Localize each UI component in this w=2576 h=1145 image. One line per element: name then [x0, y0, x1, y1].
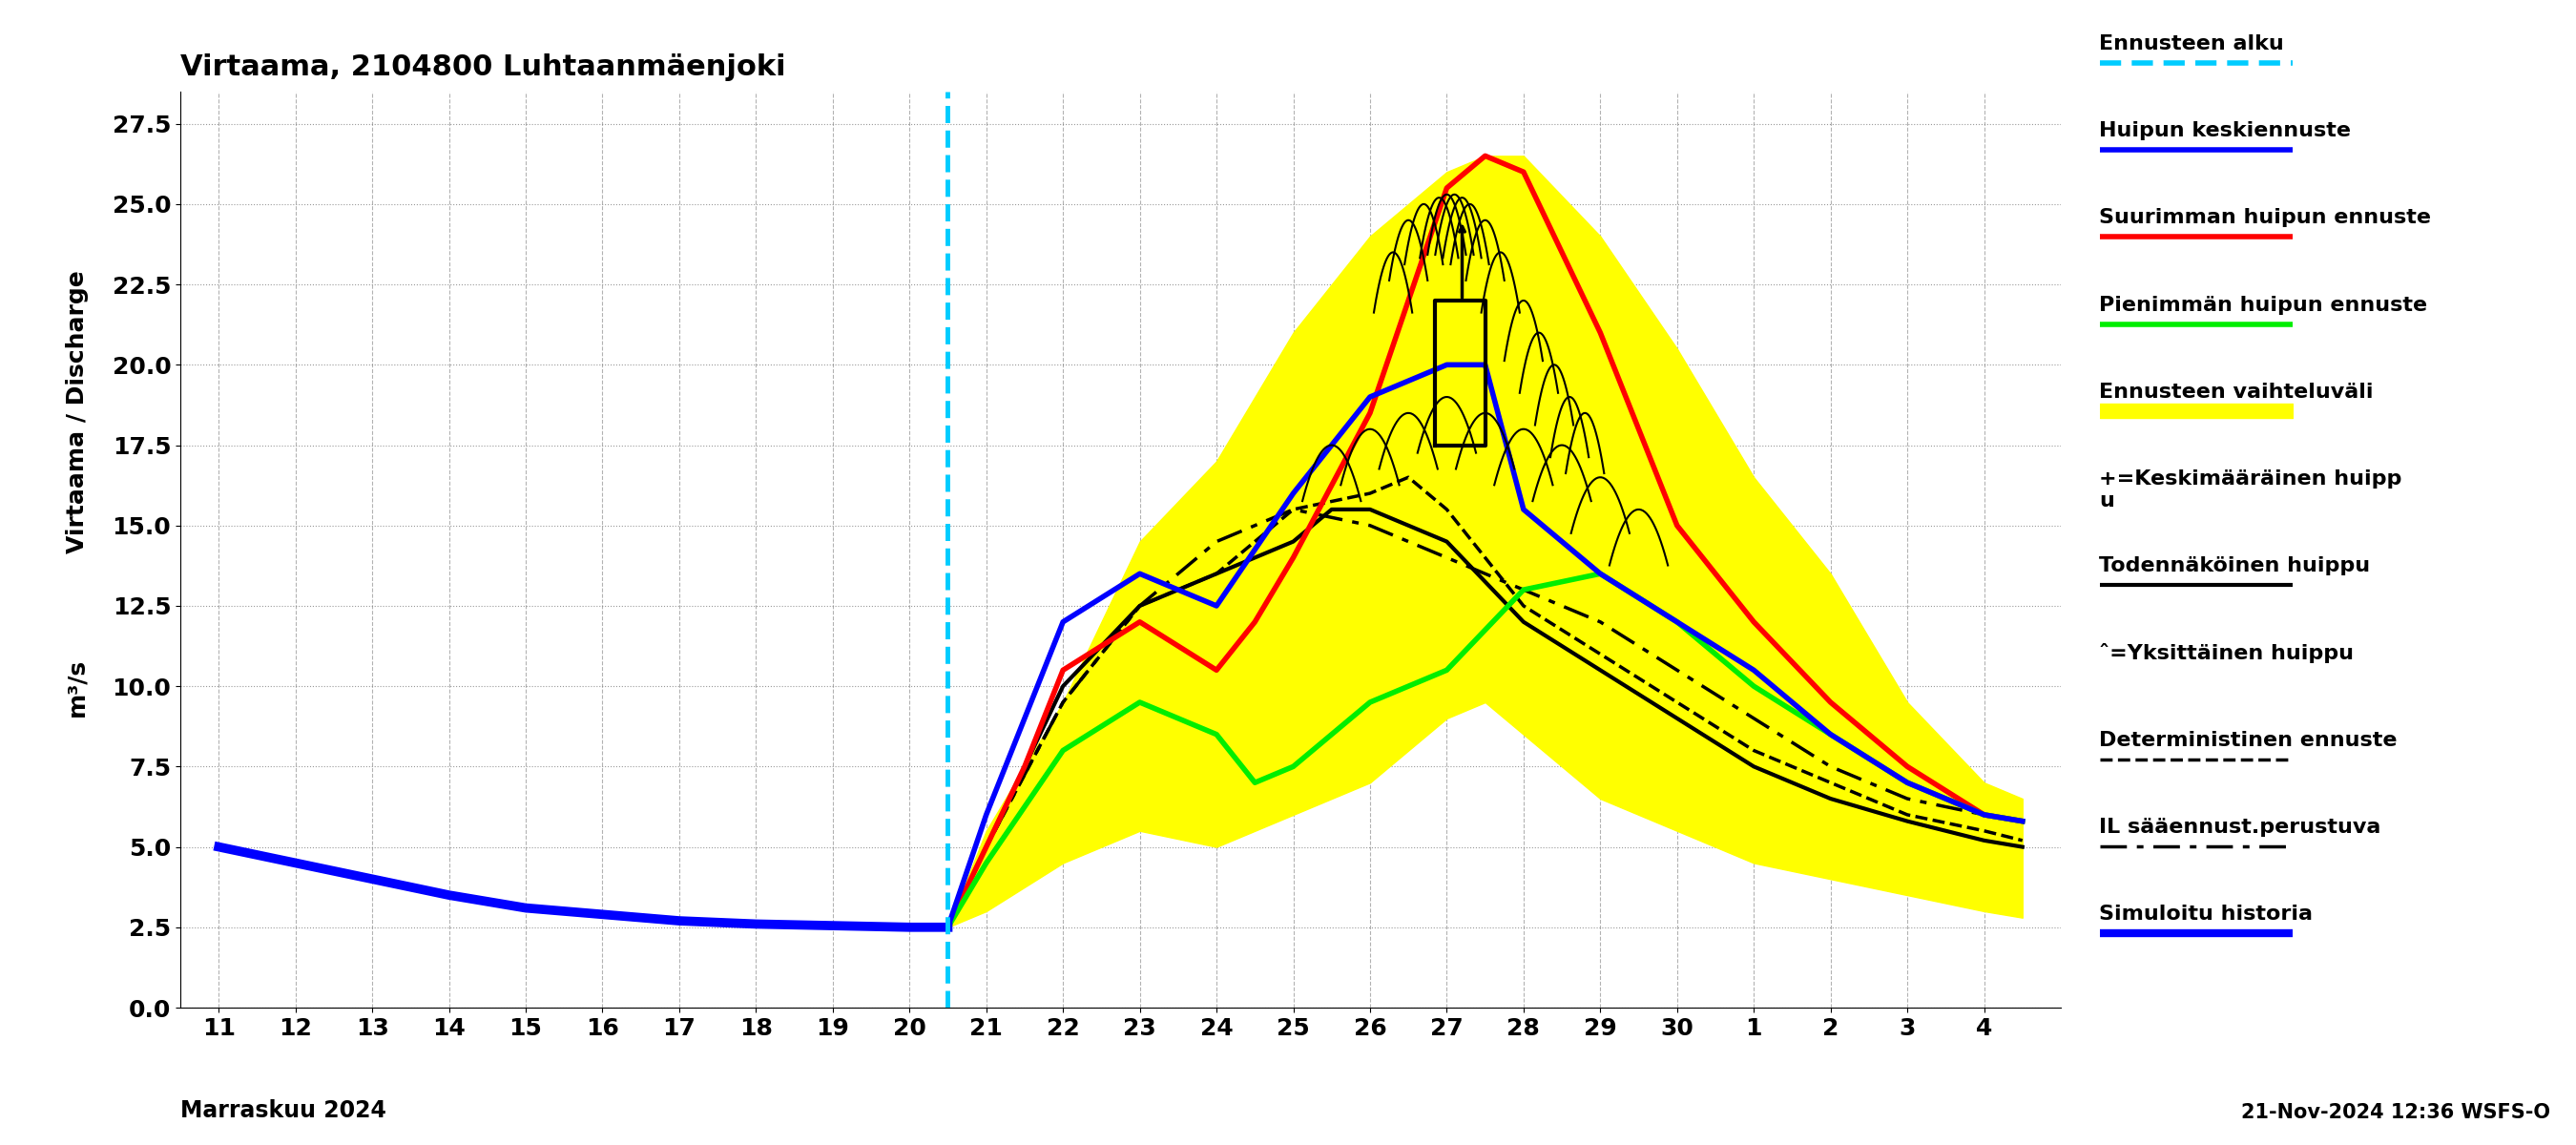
- Text: Ennusteen alku: Ennusteen alku: [2099, 34, 2285, 54]
- Text: IL sääennust.perustuva: IL sääennust.perustuva: [2099, 818, 2380, 837]
- Text: ˆ=Yksittäinen huippu: ˆ=Yksittäinen huippu: [2099, 643, 2354, 664]
- Text: Virtaama / Discharge: Virtaama / Discharge: [64, 270, 88, 554]
- Text: +​=Keskimääräinen huipp
u: +​=Keskimääräinen huipp u: [2099, 469, 2403, 511]
- Text: Todennäköinen huippu: Todennäköinen huippu: [2099, 556, 2370, 576]
- Text: m³/s: m³/s: [64, 658, 88, 716]
- Text: Ennusteen vaihteluväli: Ennusteen vaihteluväli: [2099, 382, 2372, 402]
- Text: Virtaama, 2104800 Luhtaanmäenjoki: Virtaama, 2104800 Luhtaanmäenjoki: [180, 54, 786, 81]
- Text: Suurimman huipun ennuste: Suurimman huipun ennuste: [2099, 208, 2432, 228]
- Text: Marraskuu 2024: Marraskuu 2024: [180, 1099, 386, 1122]
- Text: Pienimmän huipun ennuste: Pienimmän huipun ennuste: [2099, 295, 2427, 315]
- Text: Simuloitu historia: Simuloitu historia: [2099, 905, 2313, 924]
- Text: Deterministinen ennuste: Deterministinen ennuste: [2099, 731, 2398, 750]
- Text: 21-Nov-2024 12:36 WSFS-O: 21-Nov-2024 12:36 WSFS-O: [2241, 1103, 2550, 1122]
- Text: Huipun keskiennuste: Huipun keskiennuste: [2099, 121, 2352, 141]
